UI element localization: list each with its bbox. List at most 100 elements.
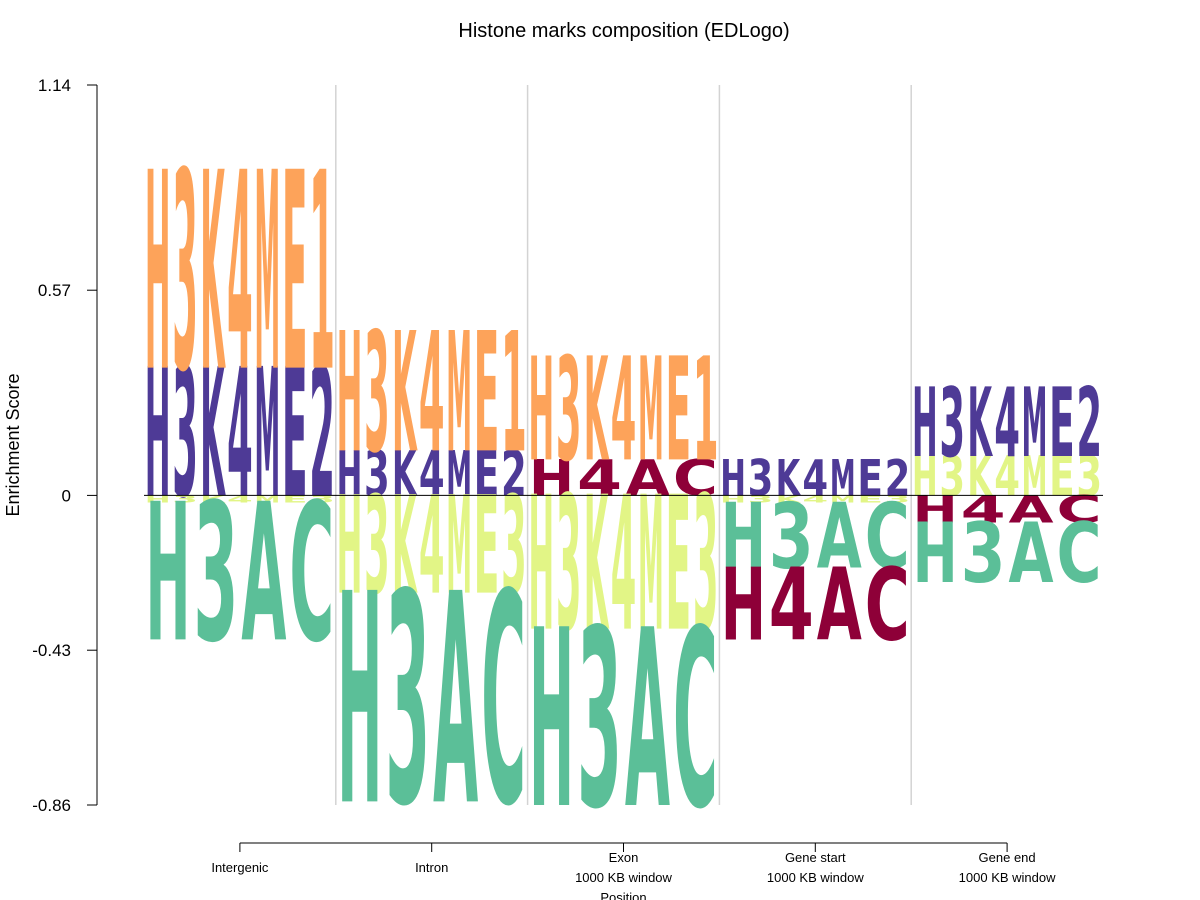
logo-letter: A: [625, 579, 670, 864]
logo-letter: 3: [961, 506, 1006, 602]
logo-letter: C: [673, 579, 718, 864]
y-tick-label: 1.14: [38, 76, 71, 95]
logo-layer: H 3 K 4 M E 2H 3 K 4 M E 1H 3 K 4 M E 3H 3 A C H 3 K 4 M E 2H 3 K 4 M E 1H…: [144, 114, 1103, 871]
logo-letter: M: [254, 493, 280, 505]
logo-letter: 4: [611, 458, 637, 673]
logo-letter: 1: [693, 327, 719, 494]
logo-letter: 4: [227, 494, 253, 505]
logo-letter: H: [529, 577, 574, 863]
logo-letter: 3: [364, 468, 390, 625]
logo-letter: C: [481, 533, 526, 871]
logo-letter: E: [857, 450, 883, 508]
logo-letter: H: [529, 450, 574, 508]
logo-letter: H: [337, 468, 363, 625]
logo-letter: 4: [419, 299, 445, 491]
logo-letter: H: [721, 485, 766, 589]
logo-letter: H: [720, 448, 746, 507]
logo-letter: K: [776, 493, 802, 505]
logo-letter: 4: [419, 468, 445, 625]
logo-letter: A: [817, 548, 862, 664]
logo-letter: E: [665, 327, 691, 494]
logo-letter: E: [282, 332, 308, 538]
logo-letter: C: [1056, 506, 1101, 602]
logo-letter: H: [145, 494, 171, 505]
logo-letter: 3: [172, 494, 198, 505]
logo-letter: 3: [748, 450, 774, 508]
logo-letter: K: [967, 444, 993, 509]
logo-letter: 4: [802, 450, 828, 508]
logo-letter: 4: [577, 449, 622, 508]
logo-letter: C: [289, 464, 334, 685]
x-tick-label: 1000 KB window: [575, 870, 672, 885]
logo-letter: H: [337, 299, 363, 491]
y-tick-label: 0: [62, 486, 71, 505]
x-tick-label: Gene start: [785, 850, 846, 865]
logo-letter: 4: [419, 438, 445, 511]
logo-letter: A: [433, 534, 478, 871]
logo-letter: K: [967, 367, 993, 478]
y-tick-label: -0.43: [32, 641, 71, 660]
logo-letter: E: [1049, 369, 1075, 479]
logo-letter: K: [392, 299, 418, 491]
logo-letter: 4: [994, 445, 1020, 510]
logo-letter: E: [857, 493, 883, 505]
logo-letter: C: [865, 547, 910, 664]
logo-letter: 2: [501, 438, 527, 511]
y-axis: 1.14 0.57 0 -0.43 -0.86: [32, 76, 98, 815]
logo-letter: M: [1022, 368, 1048, 479]
logo-letter: H: [337, 437, 363, 511]
logo-letter: K: [200, 493, 226, 505]
logo-letter: 3: [309, 494, 335, 505]
x-tick-label: Intron: [415, 860, 448, 875]
logo-letter: K: [584, 459, 610, 674]
logo-letter: H: [145, 463, 190, 685]
logo-letter: H: [912, 445, 938, 509]
x-tick-label: Gene end: [979, 850, 1036, 865]
x-tick-label: 1000 KB window: [767, 870, 864, 885]
logo-letter: E: [282, 493, 308, 505]
logo-letter: 3: [172, 114, 198, 432]
logo-letter: K: [584, 328, 610, 494]
logo-letter: 4: [802, 494, 828, 505]
logo-letter: K: [200, 333, 226, 539]
logo-letter: K: [392, 469, 418, 626]
logo-letter: H: [721, 546, 766, 663]
x-tick-label: Position: [600, 890, 646, 900]
logo-letter: 3: [693, 458, 719, 673]
logo-letter: M: [254, 330, 280, 537]
logo-letter: H: [528, 458, 554, 673]
logo-letter: C: [673, 450, 718, 508]
logo-letter: M: [254, 114, 280, 432]
logo-letter: 3: [939, 445, 965, 510]
logo-letter: 3: [748, 494, 774, 505]
logo-letter: 4: [994, 369, 1020, 480]
logo-letter: M: [446, 439, 472, 511]
logo-letter: 3: [501, 468, 527, 625]
logo-letter: 1: [501, 299, 527, 491]
logo-letter: 3: [385, 532, 430, 870]
logo-letter: A: [1009, 506, 1054, 602]
logo-letter: H: [145, 332, 171, 538]
x-axis: Intergenic Intron Exon 1000 KB window Positi…: [211, 842, 1056, 900]
logo-letter: M: [830, 493, 856, 505]
logo-letter: H: [145, 115, 171, 433]
logo-letter: K: [200, 115, 226, 432]
y-tick-label: -0.86: [32, 796, 71, 815]
logo-letter: H: [337, 533, 382, 871]
logo-letter: E: [665, 457, 691, 673]
logo-letter: K: [776, 449, 802, 507]
